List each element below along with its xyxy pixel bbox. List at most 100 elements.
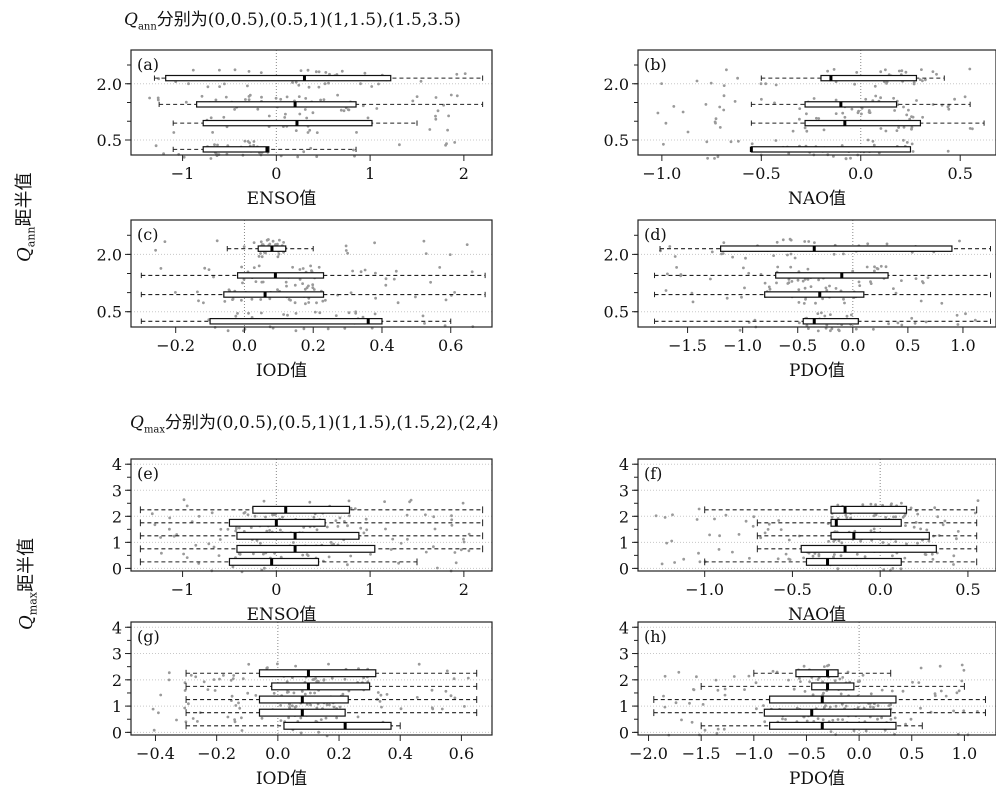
data-point	[876, 704, 880, 708]
data-point	[957, 689, 961, 693]
data-point	[834, 112, 838, 115]
data-point	[354, 310, 358, 314]
box	[258, 669, 377, 678]
data-point	[396, 301, 400, 305]
data-point	[842, 252, 845, 256]
data-point	[919, 527, 922, 531]
data-point	[926, 276, 930, 279]
data-point	[895, 129, 899, 133]
box	[236, 531, 360, 540]
data-point	[857, 109, 860, 113]
panel-label: (f)	[644, 464, 662, 483]
y-tick-label: 4	[619, 455, 629, 474]
data-point	[662, 694, 665, 698]
y-tick-label: 0	[619, 559, 629, 578]
data-point	[884, 265, 888, 269]
data-point	[894, 540, 898, 543]
data-point	[383, 500, 386, 503]
data-point	[885, 242, 889, 246]
data-point	[321, 299, 325, 303]
data-point	[349, 506, 353, 510]
data-point	[194, 675, 198, 679]
data-point	[803, 690, 807, 693]
data-point	[826, 664, 829, 668]
data-point	[713, 517, 716, 521]
data-point	[882, 568, 886, 572]
data-point	[256, 107, 260, 111]
box	[720, 245, 953, 252]
data-point	[291, 265, 294, 269]
data-point	[751, 524, 755, 528]
data-point	[315, 528, 319, 532]
data-point	[324, 71, 328, 74]
data-point	[266, 238, 270, 242]
data-point	[760, 97, 763, 101]
data-point	[724, 513, 728, 517]
data-point	[833, 679, 837, 683]
data-point	[901, 515, 905, 519]
data-point	[189, 673, 193, 677]
panel-label: (c)	[137, 225, 158, 244]
data-point	[217, 554, 221, 557]
data-point	[226, 715, 230, 719]
data-point	[714, 117, 718, 121]
data-point	[665, 541, 669, 545]
data-point	[842, 297, 845, 301]
data-point	[446, 128, 449, 132]
data-point	[352, 148, 355, 152]
data-point	[963, 95, 967, 99]
data-point	[743, 688, 746, 691]
data-point	[912, 525, 916, 529]
data-point	[313, 691, 316, 695]
data-point	[737, 139, 740, 143]
data-point	[905, 113, 909, 117]
data-point	[821, 297, 824, 301]
data-point	[894, 515, 898, 519]
data-point	[773, 101, 776, 105]
data-point	[237, 701, 240, 705]
data-point	[374, 271, 377, 275]
data-point	[698, 560, 702, 564]
data-point	[187, 82, 190, 86]
data-point	[663, 705, 667, 709]
data-point	[748, 556, 751, 560]
y-tick-label: 0.5	[97, 131, 122, 150]
x-tick-label: −1.0	[723, 336, 762, 355]
box	[811, 682, 855, 691]
data-point	[909, 506, 913, 510]
data-point	[941, 523, 945, 527]
data-point	[808, 680, 811, 684]
data-point	[311, 283, 315, 287]
data-point	[299, 731, 303, 735]
data-point	[723, 687, 727, 691]
y-tick-label: 3	[619, 645, 629, 664]
data-point	[953, 97, 956, 101]
data-point	[956, 323, 960, 326]
data-point	[364, 517, 368, 521]
data-point	[328, 703, 331, 707]
data-point	[359, 526, 363, 530]
data-point	[242, 278, 246, 281]
data-point	[817, 278, 820, 282]
data-point	[243, 139, 247, 143]
data-point	[235, 526, 238, 530]
data-point	[287, 690, 290, 694]
data-point	[893, 716, 897, 720]
x-tick-label: 0.0	[840, 336, 865, 355]
data-point	[923, 552, 927, 556]
data-point	[310, 269, 313, 273]
data-point	[900, 69, 904, 73]
data-point	[414, 295, 417, 299]
x-axis-label: ENSO值	[247, 189, 317, 209]
data-point	[274, 96, 278, 100]
data-point	[829, 329, 832, 333]
panel-label: (d)	[644, 225, 667, 244]
data-point	[834, 98, 838, 102]
data-point	[750, 142, 754, 146]
data-point	[303, 287, 307, 291]
data-point	[214, 98, 218, 102]
data-point	[874, 503, 877, 507]
data-point	[318, 311, 322, 315]
data-point	[670, 539, 674, 543]
